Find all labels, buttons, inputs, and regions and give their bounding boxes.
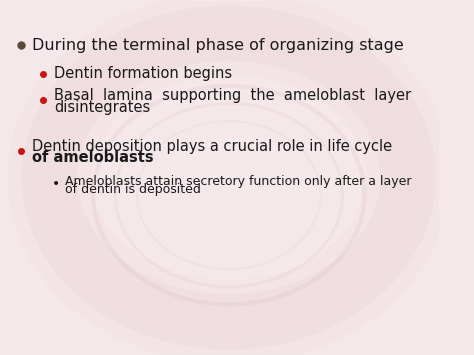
Text: of dentin is deposited: of dentin is deposited [65,183,201,196]
Text: Dentin deposition plays a crucial role in life cycle: Dentin deposition plays a crucial role i… [32,139,392,154]
Text: During the terminal phase of organizing stage: During the terminal phase of organizing … [32,38,404,53]
Text: Basal  lamina  supporting  the  ameloblast  layer: Basal lamina supporting the ameloblast l… [54,88,411,103]
Text: •: • [52,177,60,191]
Text: disintegrates: disintegrates [54,99,150,115]
Text: of ameloblasts: of ameloblasts [32,150,154,165]
Text: Ameloblasts attain secretory function only after a layer: Ameloblasts attain secretory function on… [65,175,411,187]
Text: Dentin formation begins: Dentin formation begins [54,66,232,81]
